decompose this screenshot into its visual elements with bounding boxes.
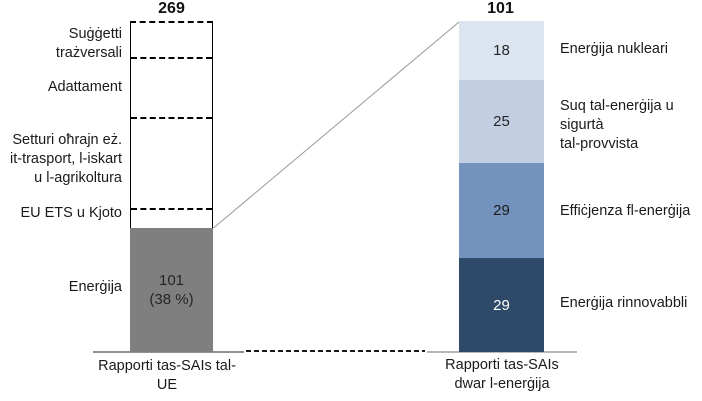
right-bar-segment-suq-tal-energija-value: 25 (493, 113, 510, 130)
right-bar-total: 101 (487, 0, 514, 17)
right-bar-segment-nukleari-value: 18 (493, 42, 510, 59)
right-bar-segment-nukleari: 18 (459, 21, 544, 80)
left-bar-total: 269 (158, 0, 185, 17)
left-segment-label-energija: Enerġija (68, 279, 122, 295)
right-bar-segment-efficjenza: 29 (459, 163, 544, 258)
left-bar-upper-segments (130, 21, 213, 228)
right-segment-label-rinnovabbli: Enerġija rinnovabbli (560, 295, 688, 311)
x-axis-label-right-bar: Rapporti tas-SAIs dwar l-enerġija (445, 357, 559, 392)
x-axis-label-left-bar: Rapporti tas-SAIs tal-UE (98, 358, 236, 393)
right-bar-segment-efficjenza-value: 29 (493, 202, 510, 219)
diagonal-connector-line (213, 21, 460, 229)
right-segment-label-suq-tal-energija: Suq tal-enerġija u sigurtà tal-provvista (560, 98, 674, 152)
left-bar-energija-value: 101 (38 %) (149, 272, 194, 308)
left-segment-label-eu-ets-u-kjoto: EU ETS u Kjoto (20, 205, 122, 221)
right-bar-segment-rinnovabbli-value: 29 (493, 296, 510, 314)
right-bar-segment-rinnovabbli: 29 (459, 258, 544, 352)
left-bar-segment-setturi-ohrajn (131, 119, 212, 210)
left-bar-segment-sussetti-trazversali (131, 23, 212, 59)
left-segment-label-setturi-ohrajn: Setturi oħrajn eż. it-trasport, l-iskart… (10, 132, 122, 186)
right-bar-segment-suq-tal-energija: 25 (459, 80, 544, 163)
right-segment-label-efficjenza: Effiċjenza fl-enerġija (560, 203, 691, 219)
left-bar-segment-eu-ets-u-kjoto (131, 210, 212, 228)
left-segment-label-sussetti-trazversali: Suġġetti trażversali (55, 26, 122, 61)
left-bar-segment-energija: 101 (38 %) (130, 228, 213, 352)
left-bar-segment-adattament (131, 59, 212, 119)
right-bar: 18 25 29 29 (459, 21, 544, 352)
left-segment-label-adattament: Adattament (47, 79, 122, 95)
right-segment-label-nukleari: Enerġija nukleari (560, 41, 669, 57)
